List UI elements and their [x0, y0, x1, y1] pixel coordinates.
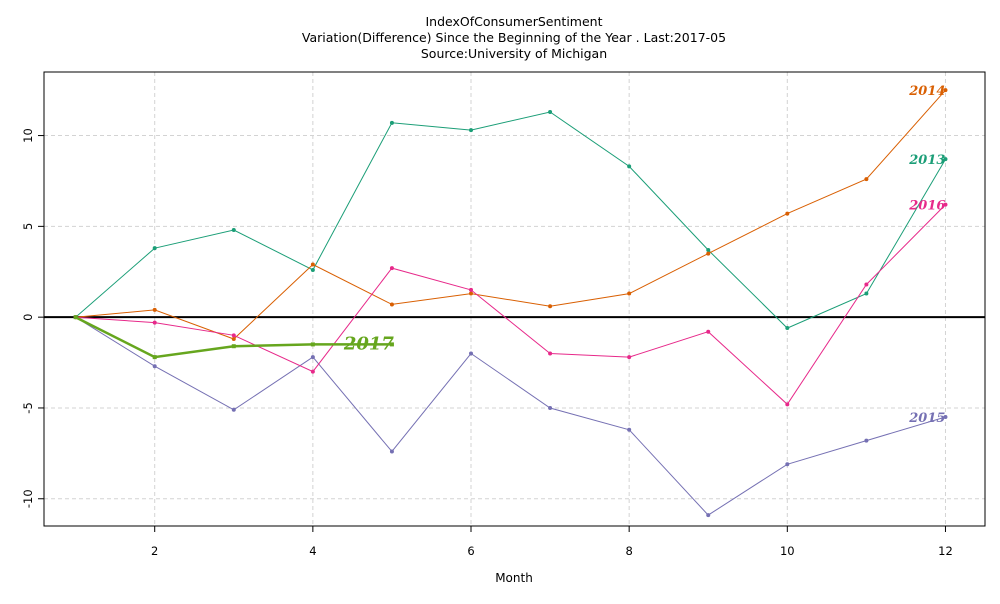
x-tick-label: 12	[938, 544, 953, 558]
data-point-2016	[627, 355, 632, 360]
series-label-2014: 2014	[908, 84, 945, 99]
data-point-2013	[785, 326, 790, 331]
data-point-2014	[469, 291, 474, 296]
data-point-2015	[943, 415, 948, 420]
data-point-2013	[548, 109, 553, 114]
series-label-2015: 2015	[908, 411, 945, 426]
data-point-2016	[469, 287, 474, 292]
data-point-2014	[943, 88, 948, 93]
data-point-2017	[389, 342, 394, 347]
data-point-2014	[152, 307, 157, 312]
data-point-2016	[943, 202, 948, 207]
data-point-2015	[627, 427, 632, 432]
data-point-2015	[548, 405, 553, 410]
data-point-2017	[152, 355, 157, 360]
data-point-2013	[152, 246, 157, 251]
x-tick-label: 2	[151, 544, 158, 558]
y-tick-label: 0	[21, 313, 35, 320]
data-point-2015	[864, 438, 869, 443]
data-point-2015	[152, 364, 157, 369]
data-point-2014	[706, 251, 711, 256]
data-point-2014	[864, 177, 869, 182]
data-point-2016	[152, 320, 157, 325]
data-point-2017	[73, 315, 78, 320]
chart-source: Source:University of Michigan	[421, 46, 607, 61]
y-tick-label: -5	[21, 402, 35, 413]
data-point-2015	[469, 351, 474, 356]
data-point-2015	[389, 449, 394, 454]
data-point-2013	[864, 291, 869, 296]
data-point-2013	[469, 128, 474, 133]
chart-subtitle: Variation(Difference) Since the Beginnin…	[302, 30, 726, 45]
x-tick-label: 4	[309, 544, 316, 558]
data-point-2013	[231, 227, 236, 232]
data-point-2015	[231, 407, 236, 412]
series-2014	[73, 88, 948, 341]
series-lines	[73, 88, 948, 518]
series-label-2017: 2017	[343, 333, 395, 354]
x-tick-label: 8	[625, 544, 632, 558]
data-point-2013	[627, 164, 632, 169]
data-point-2016	[785, 402, 790, 407]
data-point-2014	[389, 302, 394, 307]
plot-frame	[43, 71, 986, 527]
data-point-2016	[548, 351, 553, 356]
series-label-2013: 2013	[908, 153, 945, 168]
data-point-2014	[627, 291, 632, 296]
y-tick-label: 10	[21, 128, 35, 143]
series-line-2014	[75, 89, 946, 340]
grid-lines	[44, 72, 985, 526]
y-tick-label: 5	[21, 223, 35, 230]
x-tick-label: 10	[780, 544, 795, 558]
series-line-2013	[75, 111, 946, 329]
series-labels: 2013 2014 2015 2016 2017	[343, 84, 946, 426]
chart-title: IndexOfConsumerSentiment	[425, 14, 602, 29]
series-line-2015	[75, 316, 946, 516]
x-axis: 2 4 6 8 10 12	[151, 526, 953, 558]
series-2017	[73, 315, 394, 360]
data-point-2015	[706, 513, 711, 518]
data-point-2014	[548, 304, 553, 309]
data-point-2016	[389, 266, 394, 271]
data-point-2015	[785, 462, 790, 467]
x-tick-label: 6	[467, 544, 474, 558]
data-point-2014	[310, 262, 315, 267]
series-2016	[73, 202, 948, 407]
data-point-2013	[943, 157, 948, 162]
series-line-2016	[75, 204, 946, 406]
series-2015	[73, 315, 948, 518]
data-point-2013	[310, 267, 315, 272]
data-point-2016	[706, 329, 711, 334]
data-point-2014	[785, 211, 790, 216]
series-label-2016: 2016	[908, 199, 945, 214]
data-point-2013	[389, 120, 394, 125]
data-point-2014	[231, 336, 236, 341]
y-axis: -10 -5 0 5 10	[21, 128, 44, 508]
data-point-2013	[706, 247, 711, 252]
x-axis-label: Month	[495, 571, 533, 585]
series-2013	[73, 109, 948, 331]
chart-titles: IndexOfConsumerSentiment Variation(Diffe…	[302, 14, 726, 61]
data-point-2016	[310, 369, 315, 374]
data-point-2015	[310, 355, 315, 360]
data-point-2016	[231, 333, 236, 338]
y-tick-label: -10	[21, 489, 35, 508]
data-point-2016	[864, 282, 869, 287]
data-point-2017	[310, 342, 315, 347]
data-point-2017	[231, 344, 236, 349]
